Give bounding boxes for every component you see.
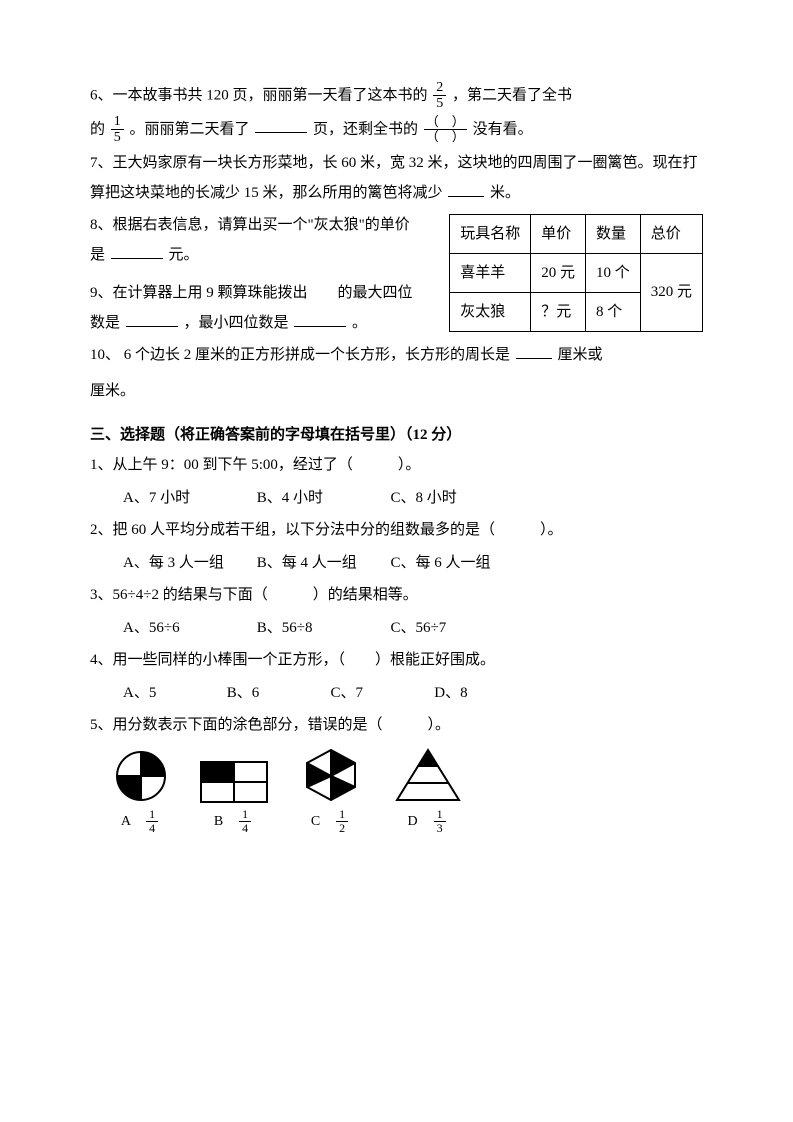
table-header: 单价 — [531, 214, 586, 253]
option-a[interactable]: A、5 — [123, 677, 223, 710]
blank[interactable] — [111, 243, 163, 259]
figure-b-label: B 14 — [199, 808, 269, 836]
table-cell: 灰太狼 — [450, 292, 531, 331]
option-c[interactable]: C、8 小时 — [391, 482, 521, 515]
figure-b[interactable]: B 14 — [199, 760, 269, 836]
fraction-1-5: 15 — [111, 114, 124, 146]
grid-icon — [199, 760, 269, 804]
question-7: 7、王大妈家原有一块长方形菜地，长 60 米，宽 32 米，这块地的四周围了一圈… — [90, 148, 703, 208]
figure-a-label: A 14 — [113, 808, 169, 836]
blank[interactable] — [294, 311, 346, 327]
option-a[interactable]: A、每 3 人一组 — [123, 547, 253, 580]
figure-a[interactable]: A 14 — [113, 748, 169, 836]
table-row: 玩具名称 单价 数量 总价 — [450, 214, 703, 253]
figure-d-label: D 13 — [393, 808, 463, 836]
figure-d[interactable]: D 13 — [393, 746, 463, 836]
option-b[interactable]: B、4 小时 — [257, 482, 387, 515]
option-a[interactable]: A、7 小时 — [123, 482, 253, 515]
option-b[interactable]: B、6 — [227, 677, 327, 710]
q7-unit: 米。 — [490, 185, 520, 201]
fraction-2-5: 25 — [433, 80, 446, 112]
s3-q2: 2、把 60 人平均分成若干组，以下分法中分的组数最多的是（ ）。 — [90, 515, 703, 545]
option-c[interactable]: C、56÷7 — [391, 612, 521, 645]
q6-l2d: 没有看。 — [473, 121, 533, 137]
q6-l2b: 。丽丽第二天看了 — [130, 121, 250, 137]
blank[interactable] — [255, 117, 307, 133]
table-header: 玩具名称 — [450, 214, 531, 253]
question-10-line2: 厘米。 — [90, 376, 703, 406]
question-8: 8、根据右表信息，请算出买一个"灰太狼"的单价是 元。 — [90, 210, 413, 270]
table-cell: ？元 — [531, 292, 586, 331]
option-c[interactable]: C、每 6 人一组 — [391, 547, 521, 580]
question-6-line2: 的 15 。丽丽第二天看了 页，还剩全书的 （ ）（ ） 没有看。 — [90, 114, 703, 146]
s3-q4: 4、用一些同样的小棒围一个正方形，（ ）根能正好围成。 — [90, 645, 703, 675]
table-header: 总价 — [640, 214, 702, 253]
blank[interactable] — [448, 181, 484, 197]
figure-c-label: C 12 — [299, 808, 363, 836]
q6-text-a: 6、一本故事书共 120 页，丽丽第一天看了这本书的 — [90, 87, 428, 103]
question-6: 6、一本故事书共 120 页，丽丽第一天看了这本书的 25 ，第二天看了全书 — [90, 80, 703, 112]
s3-q2-options: A、每 3 人一组 B、每 4 人一组 C、每 6 人一组 — [123, 547, 703, 580]
hexagon-icon — [299, 746, 363, 804]
figure-c[interactable]: C 12 — [299, 746, 363, 836]
price-table: 玩具名称 单价 数量 总价 喜羊羊 20 元 10 个 320 元 灰太狼 ？元… — [449, 214, 703, 332]
q10-text-b: 厘米或 — [558, 347, 603, 363]
s3-q3-options: A、56÷6 B、56÷8 C、56÷7 — [123, 612, 703, 645]
q6-l2a: 的 — [90, 121, 105, 137]
option-c[interactable]: C、7 — [331, 677, 431, 710]
table-cell-total: 320 元 — [640, 253, 702, 331]
option-b[interactable]: B、每 4 人一组 — [257, 547, 387, 580]
s3-q5: 5、用分数表示下面的涂色部分，错误的是（ ）。 — [90, 710, 703, 740]
q7-text: 7、王大妈家原有一块长方形菜地，长 60 米，宽 32 米，这块地的四周围了一圈… — [90, 155, 698, 201]
question-9: 9、在计算器上用 9 颗算珠能拨出 的最大四位数是 ，最小四位数是 。 — [90, 278, 413, 338]
q8-text-b: 元。 — [169, 247, 199, 263]
question-10: 10、 6 个边长 2 厘米的正方形拼成一个长方形，长方形的周长是 厘米或 — [90, 340, 703, 370]
s3-q1-options: A、7 小时 B、4 小时 C、8 小时 — [123, 482, 703, 515]
circle-icon — [113, 748, 169, 804]
s3-q1: 1、从上午 9：00 到下午 5:00，经过了（ ）。 — [90, 450, 703, 480]
q10-text-c: 厘米。 — [90, 383, 135, 399]
option-b[interactable]: B、56÷8 — [257, 612, 387, 645]
triangle-icon — [393, 746, 463, 804]
q10-text-a: 10、 6 个边长 2 厘米的正方形拼成一个长方形，长方形的周长是 — [90, 347, 510, 363]
blank-fraction[interactable]: （ ）（ ） — [424, 115, 467, 145]
section-3-title: 三、选择题（将正确答案前的字母填在括号里）（12 分） — [90, 420, 703, 450]
q9-text-b: ，最小四位数是 — [184, 315, 289, 331]
table-row: 喜羊羊 20 元 10 个 320 元 — [450, 253, 703, 292]
s3-q3: 3、56÷4÷2 的结果与下面（ ）的结果相等。 — [90, 580, 703, 610]
s3-q4-options: A、5 B、6 C、7 D、8 — [123, 677, 703, 710]
blank[interactable] — [516, 343, 552, 359]
q9-text-c: 。 — [352, 315, 367, 331]
table-cell: 10 个 — [585, 253, 640, 292]
option-d[interactable]: D、8 — [434, 677, 534, 710]
blank[interactable] — [126, 311, 178, 327]
table-cell: 喜羊羊 — [450, 253, 531, 292]
q6-l2c: 页，还剩全书的 — [313, 121, 422, 137]
q6-text-b: ，第二天看了全书 — [452, 87, 572, 103]
s3-q5-figures: A 14 B 14 C 12 — [113, 746, 704, 836]
table-cell: 20 元 — [531, 253, 586, 292]
option-a[interactable]: A、56÷6 — [123, 612, 253, 645]
table-header: 数量 — [585, 214, 640, 253]
table-cell: 8 个 — [585, 292, 640, 331]
